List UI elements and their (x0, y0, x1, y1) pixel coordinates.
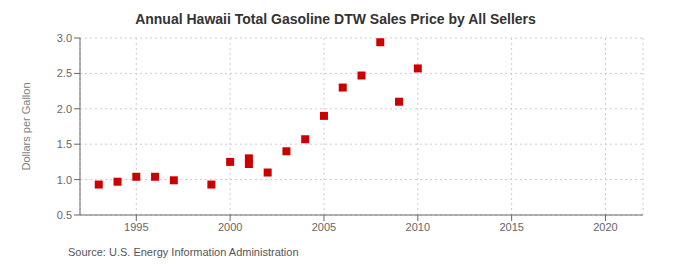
svg-text:2.5: 2.5 (57, 67, 72, 79)
html-text:Source: U.S. Energy Informatio: Source: U.S. Energy Information Administ… (68, 246, 299, 258)
svg-text:1.0: 1.0 (57, 174, 72, 186)
svg-text:2000: 2000 (218, 221, 242, 233)
svg-text:2015: 2015 (499, 221, 523, 233)
html-text:Annual Hawaii Total Gasoline D: Annual Hawaii Total Gasoline DTW Sales P… (135, 11, 536, 27)
svg-text:2010: 2010 (406, 221, 430, 233)
svg-text:3.0: 3.0 (57, 32, 72, 44)
svg-text:2020: 2020 (593, 221, 617, 233)
svg-text:Dollars per Gallon: Dollars per Gallon (20, 82, 32, 170)
svg-text:1995: 1995 (124, 221, 148, 233)
svg-text:2005: 2005 (312, 221, 336, 233)
svg-text:2.0: 2.0 (57, 103, 72, 115)
svg-text:0.5: 0.5 (57, 209, 72, 221)
svg-text:1.5: 1.5 (57, 138, 72, 150)
